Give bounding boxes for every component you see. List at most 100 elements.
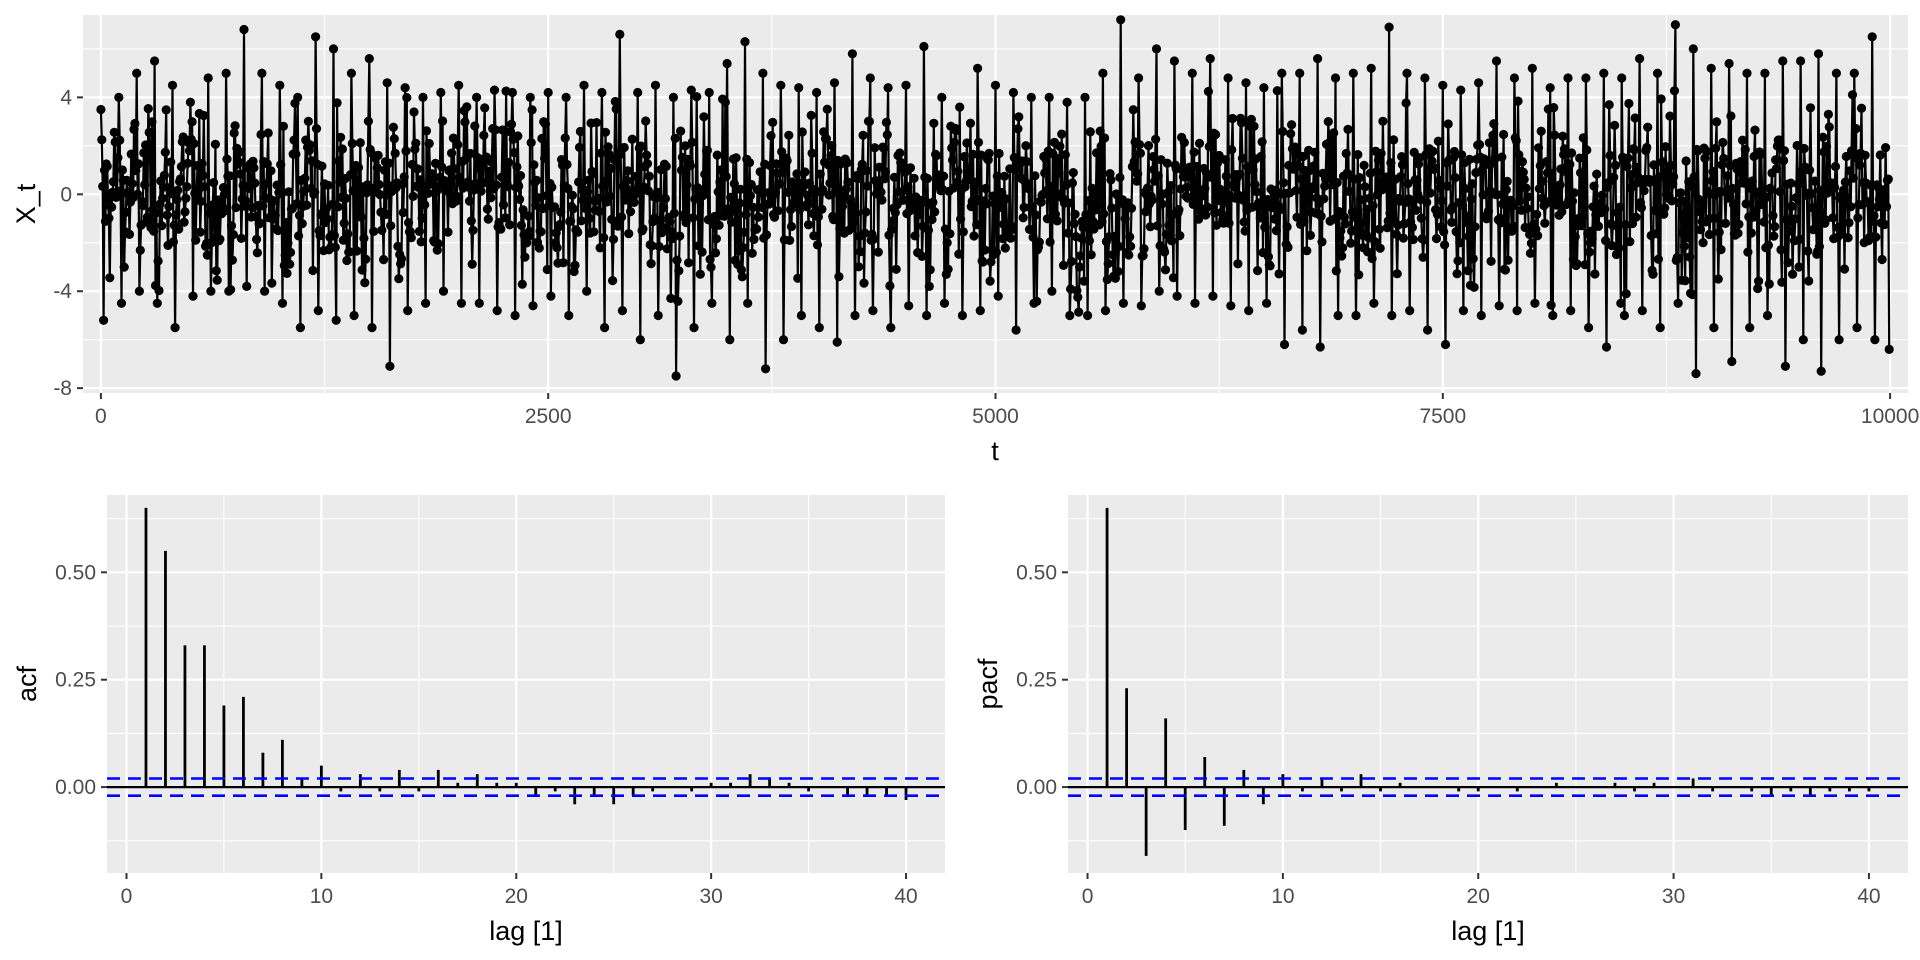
series-point <box>1881 143 1891 153</box>
series-point <box>1815 185 1825 195</box>
series-point <box>1455 238 1465 248</box>
series-point <box>1821 215 1831 225</box>
series-point <box>1698 238 1708 248</box>
series-point <box>476 186 486 196</box>
series-point <box>195 227 205 237</box>
series-point <box>786 221 797 232</box>
series-point <box>813 212 824 222</box>
series-point <box>1143 183 1153 193</box>
series-point <box>454 80 464 90</box>
series-point <box>861 207 871 217</box>
series-point <box>529 160 539 170</box>
series-point <box>1526 238 1536 248</box>
series-point <box>1147 195 1157 205</box>
series-point <box>943 264 953 274</box>
series-point <box>1735 167 1745 178</box>
series-point <box>116 298 127 308</box>
series-point <box>589 227 599 237</box>
series-point <box>1380 183 1391 193</box>
series-point <box>707 298 717 308</box>
series-point <box>1849 68 1859 78</box>
series-point <box>1620 220 1630 230</box>
series-point <box>1708 167 1718 177</box>
series-point <box>1303 198 1313 208</box>
series-point <box>141 140 151 150</box>
series-point <box>1795 234 1805 244</box>
series-point <box>496 224 506 234</box>
series-point <box>1438 80 1448 90</box>
series-point <box>1068 168 1078 178</box>
acf-y-tick-label: 0.00 <box>55 776 96 799</box>
series-point <box>1707 176 1717 186</box>
series-point <box>574 177 584 187</box>
series-point <box>891 264 901 274</box>
series-point <box>1822 141 1832 151</box>
series-point <box>1000 243 1010 253</box>
series-point <box>675 231 685 241</box>
series-point <box>579 80 589 90</box>
series-point <box>1274 269 1284 279</box>
series-point <box>1166 181 1176 191</box>
series-point <box>1523 192 1533 202</box>
series-point <box>453 140 463 150</box>
series-point <box>1381 172 1391 182</box>
time-series-y-tick-label: -4 <box>53 280 72 303</box>
series-point <box>485 168 495 178</box>
time-series-axes: 0 2500 5000 7500 10000 -8 -4 0 4 <box>53 86 1919 428</box>
time-series-y-tick-label: 4 <box>60 86 72 109</box>
series-point <box>1206 172 1216 182</box>
series-point <box>221 68 231 78</box>
series-point <box>1420 73 1430 83</box>
series-point <box>689 323 699 333</box>
pacf-x-tick-label: 0 <box>1082 885 1094 908</box>
series-point <box>1286 129 1296 139</box>
series-point <box>505 220 515 230</box>
series-point <box>206 286 216 296</box>
series-point <box>1320 181 1330 191</box>
series-point <box>815 169 825 179</box>
series-point <box>310 187 320 197</box>
series-point <box>328 44 339 54</box>
series-point <box>1688 44 1698 54</box>
series-point <box>729 179 739 189</box>
series-point <box>400 83 410 93</box>
series-point <box>1649 160 1659 170</box>
series-point <box>166 157 176 167</box>
series-point <box>347 138 357 149</box>
series-point <box>995 202 1005 212</box>
pacf-x-tick-label: 30 <box>1662 885 1685 908</box>
series-point <box>661 161 671 171</box>
series-point <box>939 298 950 308</box>
series-point <box>1028 232 1038 242</box>
series-point <box>515 171 526 181</box>
series-point <box>302 200 312 210</box>
series-point <box>1138 251 1148 261</box>
series-point <box>821 134 832 144</box>
series-point <box>1188 199 1198 209</box>
series-point <box>337 144 347 154</box>
series-point <box>269 196 279 206</box>
series-point <box>1517 157 1527 167</box>
series-point <box>1453 256 1463 266</box>
series-point <box>109 127 119 137</box>
series-point <box>1810 176 1820 186</box>
series-point <box>203 73 213 83</box>
series-point <box>364 54 374 64</box>
series-point <box>1512 306 1522 316</box>
series-point <box>236 233 246 243</box>
series-point <box>1737 135 1748 145</box>
series-point <box>542 264 552 275</box>
series-point <box>1848 173 1858 183</box>
series-point <box>256 129 266 140</box>
series-point <box>1250 179 1260 190</box>
series-point <box>520 252 530 262</box>
series-point <box>711 234 722 244</box>
series-point <box>107 202 117 212</box>
series-point <box>922 310 932 321</box>
series-point <box>189 139 199 149</box>
series-point <box>741 210 751 220</box>
series-point <box>1054 168 1064 178</box>
series-point <box>971 177 981 187</box>
series-point <box>1313 54 1323 64</box>
series-point <box>355 138 365 148</box>
